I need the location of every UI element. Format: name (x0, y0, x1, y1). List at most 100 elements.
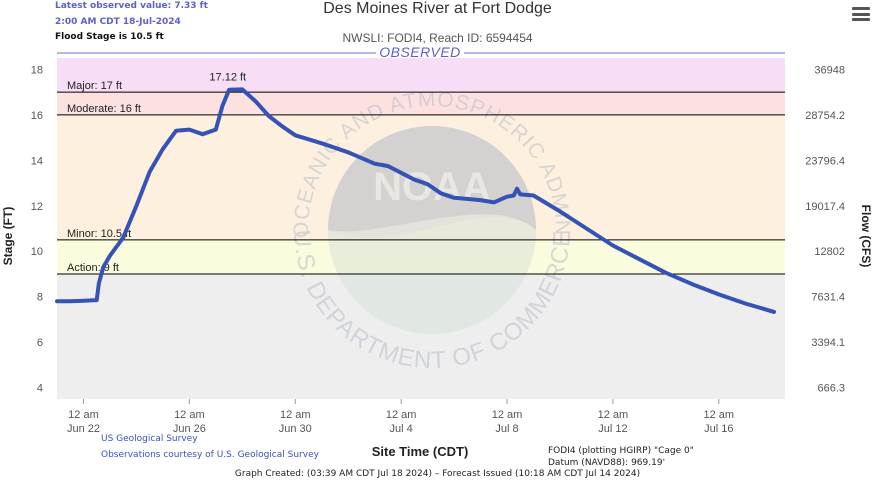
x-tick-label-date: Jun 30 (279, 423, 312, 435)
usgs-credit-link[interactable]: US Geological Survey (101, 434, 198, 444)
y-axis-title: Stage (FT) (1, 207, 15, 266)
observations-credit-link[interactable]: Observations courtesy of U.S. Geological… (101, 450, 319, 460)
y2-tick-label: 666.3 (817, 383, 845, 395)
y2-tick-label: 12802 (814, 246, 845, 258)
stage-data-point (97, 281, 101, 285)
y-tick-label: 18 (31, 64, 43, 76)
stage-data-point (108, 254, 112, 258)
x-tick-label-date: Jun 26 (173, 423, 206, 435)
latest-observed-time: 2:00 AM CDT 18-Jul-2024 (55, 17, 181, 27)
stage-data-point (201, 132, 205, 136)
x-tick-label-date: Jun 22 (67, 423, 100, 435)
y-tick-label: 12 (31, 201, 43, 213)
x-tick-label-time: 12 am (492, 409, 523, 421)
stage-data-point (452, 196, 456, 200)
stage-data-point (240, 87, 244, 91)
threshold-label-minor: Minor: 10.5 ft (67, 228, 131, 240)
stage-data-point (161, 147, 165, 151)
threshold-label-moderate: Moderate: 16 ft (67, 103, 141, 115)
y2-tick-label: 19017.4 (805, 201, 845, 213)
y-tick-label: 16 (31, 110, 43, 122)
stage-data-point (478, 198, 483, 202)
y2-tick-label: 3394.1 (811, 337, 845, 349)
stage-data-point (558, 209, 562, 214)
x-tick-label-time: 12 am (68, 409, 99, 421)
stage-data-point (121, 235, 125, 240)
stage-data-point (531, 193, 536, 198)
stage-data-point (220, 104, 225, 108)
noaa-seal-sky (328, 126, 536, 232)
stage-data-point (293, 133, 297, 137)
y2-tick-label: 28754.2 (805, 110, 845, 122)
stage-data-point (280, 124, 284, 128)
band-major (57, 58, 785, 93)
y-tick-label: 14 (31, 155, 43, 167)
stage-data-point (426, 182, 430, 186)
stage-data-point (346, 150, 350, 154)
stage-data-point (439, 191, 443, 195)
chart-subtitle: NWSLI: FODI4, Reach ID: 6594454 (342, 31, 533, 45)
stage-data-point (515, 187, 519, 191)
x-tick-label-time: 12 am (704, 409, 735, 421)
stage-data-point (386, 164, 390, 168)
stage-data-point (373, 162, 377, 166)
stage-data-point (227, 88, 231, 92)
stage-data-point (81, 299, 86, 303)
stage-data-point (68, 299, 72, 303)
stage-data-point (320, 141, 324, 145)
peak-value-label: 17.12 ft (209, 71, 246, 83)
plotting-note: FODI4 (plotting HGIRP) "Cage 0" (548, 446, 694, 456)
stage-data-point (174, 129, 178, 133)
band-moderate (57, 92, 785, 115)
x-tick-label-date: Jul 8 (495, 423, 518, 435)
x-tick-label-date: Jul 12 (598, 423, 627, 435)
x-axis-title: Site Time (CDT) (372, 444, 469, 459)
x-tick-label-date: Jul 4 (390, 423, 413, 435)
chart-title: Des Moines River at Fort Dodge (323, 0, 552, 17)
stage-data-point (55, 299, 59, 303)
latest-observed-value: Latest observed value: 7.33 ft (55, 1, 208, 11)
stage-data-point (95, 298, 99, 302)
stage-data-point (518, 192, 522, 196)
y-tick-label: 6 (37, 337, 43, 349)
stage-data-point (664, 271, 668, 275)
threshold-label-action: Action: 9 ft (67, 262, 119, 274)
graph-created-note: Graph Created: (03:39 AM CDT Jul 18 2024… (234, 469, 641, 479)
stage-data-point (412, 178, 416, 182)
stage-data-point (134, 204, 139, 208)
stage-data-point (717, 292, 721, 297)
y-tick-label: 4 (37, 383, 43, 395)
observed-label: OBSERVED (379, 44, 461, 60)
flood-stage-note: Flood Stage is 10.5 ft (55, 32, 164, 42)
stage-data-point (505, 195, 509, 199)
stage-data-point (101, 265, 105, 269)
y2-axis-title: Flow (CFS) (859, 205, 873, 268)
stage-data-point (253, 99, 258, 103)
datum-note: Datum (NAVD88): 969.19' (548, 458, 666, 468)
x-tick-label-time: 12 am (174, 409, 205, 421)
stage-data-point (399, 171, 403, 175)
x-tick-label-time: 12 am (280, 409, 311, 421)
y2-tick-label: 7631.4 (811, 292, 845, 304)
y-tick-label: 8 (37, 292, 43, 304)
stage-data-point (690, 282, 694, 286)
stage-data-point (187, 128, 191, 132)
stage-data-point (214, 128, 218, 132)
x-tick-label-time: 12 am (598, 409, 629, 421)
y2-tick-label: 36948 (814, 64, 845, 76)
stage-data-point (637, 257, 642, 261)
y-tick-label: 10 (31, 246, 43, 258)
stage-data-point (148, 170, 152, 174)
stage-data-point (492, 200, 496, 204)
stage-data-point (584, 226, 589, 231)
stage-data-point (512, 193, 516, 198)
threshold-label-major: Major: 17 ft (67, 80, 122, 92)
y2-tick-label: 23796.4 (805, 155, 845, 167)
stage-data-point (611, 243, 615, 248)
stage-data-point (743, 301, 747, 306)
hamburger-menu-icon[interactable] (852, 7, 870, 21)
x-tick-label-time: 12 am (386, 409, 417, 421)
stage-data-point (772, 310, 776, 314)
x-tick-label-date: Jul 16 (704, 423, 733, 435)
